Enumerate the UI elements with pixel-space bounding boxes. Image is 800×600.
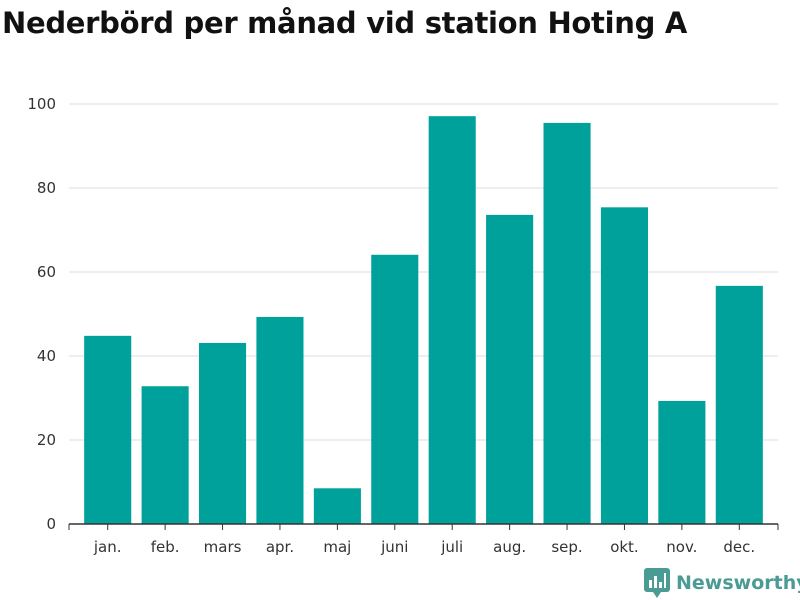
x-tick-label: dec. [723,538,755,556]
bar [428,116,476,525]
x-tick-label: maj [323,538,351,556]
bar [371,254,419,524]
x-tick-label: jan. [93,538,122,556]
y-tick-label: 20 [37,431,56,449]
x-tick-label: feb. [151,538,180,556]
x-tick-label: nov. [666,538,697,556]
x-tick-label: aug. [493,538,526,556]
chart-title: Nederbörd per månad vid station Hoting A [2,6,687,40]
y-tick-label: 100 [27,95,56,113]
y-tick-label: 0 [46,515,56,533]
y-tick-label: 60 [37,263,56,281]
bar [141,386,189,524]
bar [715,285,763,524]
x-tick-label: sep. [551,538,582,556]
bar [84,335,132,524]
y-tick-label: 40 [37,347,56,365]
bar [313,488,361,524]
x-tick-label: juli [440,538,463,556]
newsworthy-logo-icon [644,568,670,598]
bar [199,342,247,524]
x-tick-labels: jan. feb. mars apr. maj juni juli aug. sep. okt. n… [93,538,755,556]
x-tick-label: juni [380,538,408,556]
newsworthy-brand: Newsworthy [644,568,800,598]
x-tick-label: okt. [610,538,639,556]
bar [486,214,534,524]
y-tick-label: 80 [37,179,56,197]
x-axis [68,523,779,530]
bars [84,116,763,525]
x-tick-label: apr. [266,538,294,556]
bar [600,207,648,524]
bar [543,122,591,525]
y-tick-labels: 0 20 40 60 80 100 [27,95,56,533]
bar [658,400,706,524]
brand-name: Newsworthy [676,572,800,594]
bar [256,316,304,524]
x-tick-label: mars [204,538,242,556]
